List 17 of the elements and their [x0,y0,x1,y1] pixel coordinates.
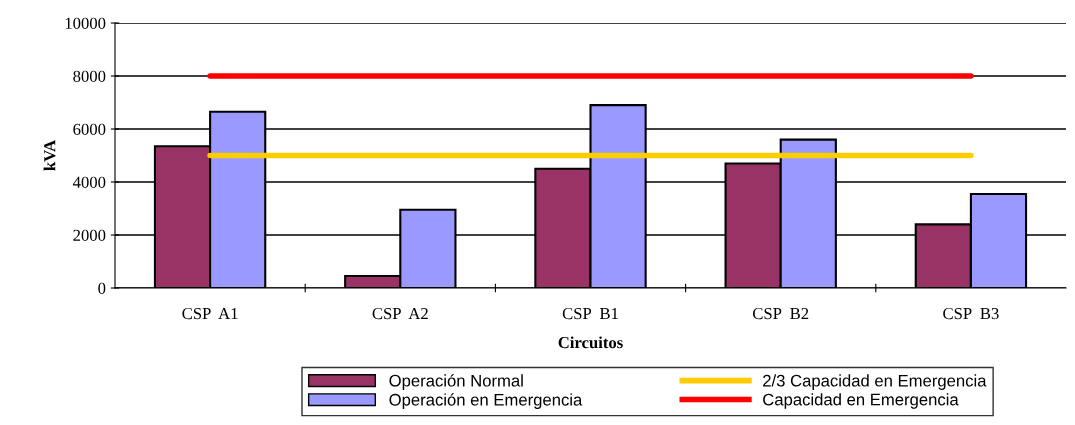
y-tick-label: 4000 [72,176,106,188]
x-tick-label: CSP B1 [562,307,618,320]
legend-label: Operación en Emergencia [389,393,583,409]
y-tick-label: 8000 [73,70,106,82]
y-tick-label: 0 [98,282,106,294]
legend-label: Operación Normal [389,374,523,390]
x-axis-title: Circuitos [558,336,623,349]
x-tick-label: CSP A1 [182,307,238,320]
y-tick-label: 10000 [65,17,106,29]
x-tick-label: CSP B2 [752,307,809,320]
y-tick-label: 2000 [73,229,106,241]
x-tick-label: CSP B3 [943,307,999,320]
legend-label: 2/3 Capacidad en Emergencia [763,374,987,390]
y-tick-label: 6000 [73,123,106,135]
y-axis-title: kVA [43,140,56,171]
x-tick-label: CSP A2 [372,307,428,320]
legend-label: Capacidad en Emergencia [763,393,959,409]
